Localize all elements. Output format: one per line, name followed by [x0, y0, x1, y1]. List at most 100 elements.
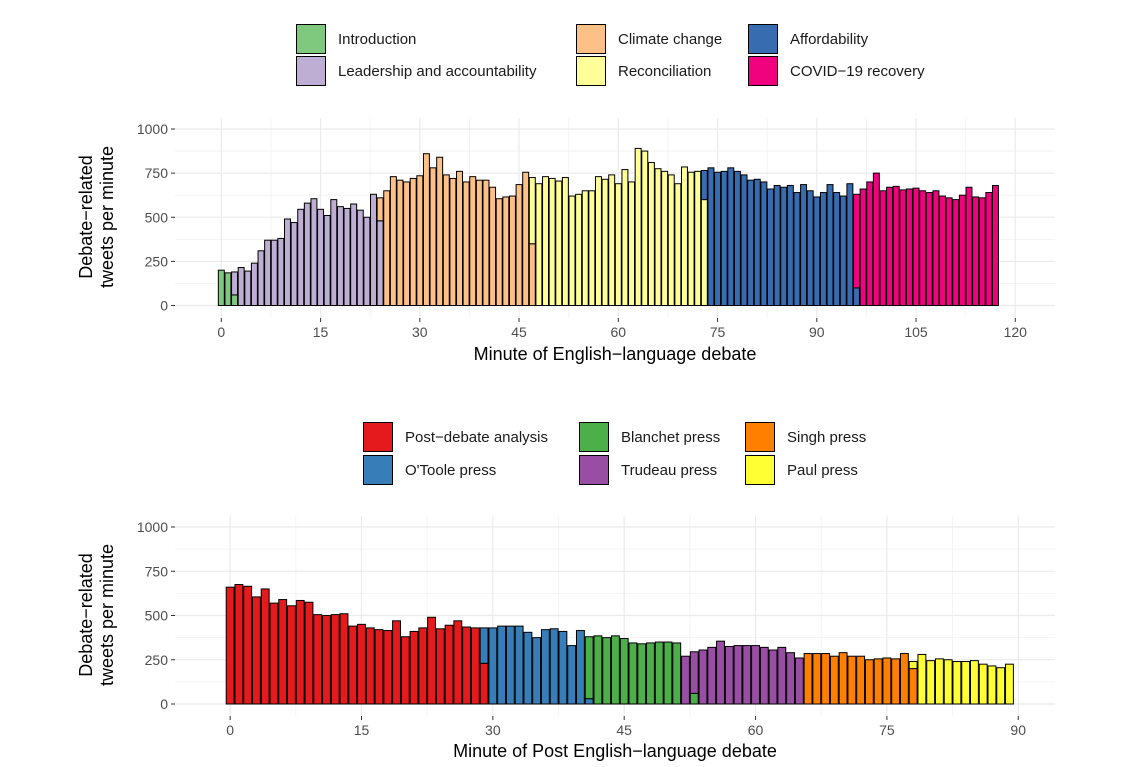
bar: [549, 628, 559, 705]
bar: [917, 653, 927, 705]
bar: [859, 188, 867, 306]
y-axis-title-line: tweets per minute: [97, 146, 117, 288]
bar: [694, 170, 702, 306]
bar: [621, 169, 629, 306]
bar: [548, 177, 556, 306]
bar: [996, 667, 1006, 705]
bar: [821, 653, 831, 705]
bar: [847, 655, 857, 705]
x-tick-label: 0: [217, 324, 225, 340]
bar: [707, 646, 717, 705]
bar: [891, 658, 901, 705]
bar-segment-lower: [853, 287, 860, 307]
x-tick-label: 90: [1010, 722, 1026, 738]
bar: [952, 199, 960, 307]
bar: [416, 175, 424, 306]
bar: [952, 661, 962, 705]
bar: [297, 208, 305, 306]
bar: [786, 652, 796, 705]
bar: [826, 184, 834, 306]
bar-segment-upper: [700, 169, 708, 201]
y-tick-label: 250: [145, 652, 169, 668]
bar: [760, 181, 768, 306]
bar-segment-upper: [376, 197, 384, 222]
bar: [505, 625, 515, 705]
bar: [555, 180, 563, 307]
bar: [663, 641, 673, 705]
bar-segment-upper: [689, 651, 699, 694]
bar: [747, 179, 755, 306]
y-tick-label: 750: [145, 563, 169, 579]
bar: [250, 262, 258, 307]
bar: [403, 181, 411, 306]
bar: [872, 172, 880, 306]
bar: [667, 174, 675, 306]
x-tick-label: 60: [611, 324, 627, 340]
bar: [672, 642, 682, 705]
bar: [839, 195, 847, 307]
bar: [435, 628, 445, 705]
bar: [535, 183, 543, 306]
legend-label: Singh press: [787, 429, 867, 446]
y-axis-title-line: Debate−related: [76, 155, 96, 279]
bar: [575, 193, 583, 306]
bar-segment-upper: [231, 271, 239, 296]
bar: [348, 625, 358, 705]
bar: [561, 177, 569, 307]
bar: [707, 167, 715, 306]
bar: [882, 657, 892, 705]
bar: [284, 218, 291, 306]
bar: [753, 178, 761, 307]
bar: [488, 627, 498, 705]
bar: [456, 170, 463, 306]
bar: [436, 156, 444, 306]
bar: [594, 176, 602, 306]
bar: [777, 646, 787, 705]
bar: [469, 176, 477, 306]
bar: [449, 177, 457, 306]
legend-key-swatch: [576, 56, 606, 86]
bar-segment-lower: [528, 243, 536, 307]
x-tick-label: 45: [511, 324, 527, 340]
legend-label: Reconciliation: [618, 63, 712, 80]
bar: [339, 613, 349, 705]
y-tick-label: 500: [145, 608, 169, 624]
bar: [846, 183, 854, 306]
bar: [257, 250, 265, 307]
bar: [800, 184, 808, 306]
bar: [482, 179, 490, 306]
bar: [330, 199, 338, 307]
bar: [687, 171, 695, 306]
bar-segment-lower: [376, 220, 384, 306]
bar: [991, 184, 999, 306]
legend-key-swatch: [579, 422, 609, 452]
x-axis-title: Minute of Post English−language debate: [453, 741, 777, 761]
bar: [462, 626, 472, 705]
legend-key-swatch: [296, 56, 326, 86]
x-tick-label: 60: [748, 722, 764, 738]
bar-segment-lower: [689, 692, 699, 705]
y-tick-label: 0: [160, 298, 168, 314]
bar: [470, 627, 480, 705]
bar: [720, 170, 728, 306]
bar: [343, 207, 351, 306]
bar: [838, 652, 848, 705]
bar: [243, 585, 253, 705]
legend-key-swatch: [748, 56, 778, 86]
bar: [610, 635, 620, 705]
x-tick-label: 90: [809, 324, 825, 340]
legend-key-swatch: [576, 24, 606, 54]
bar: [972, 196, 980, 306]
bar: [856, 655, 866, 705]
bar: [422, 153, 430, 306]
y-axis-title: Debate−relatedtweets per minute: [76, 544, 117, 686]
legend-label: Leadership and accountability: [338, 63, 537, 80]
bar: [614, 183, 622, 306]
y-axis-title-line: Debate−related: [76, 553, 96, 677]
bar: [740, 174, 748, 306]
bar: [899, 189, 907, 306]
bar: [475, 179, 483, 306]
bar: [392, 620, 401, 705]
y-tick-label: 0: [160, 696, 168, 712]
bar: [970, 660, 979, 705]
